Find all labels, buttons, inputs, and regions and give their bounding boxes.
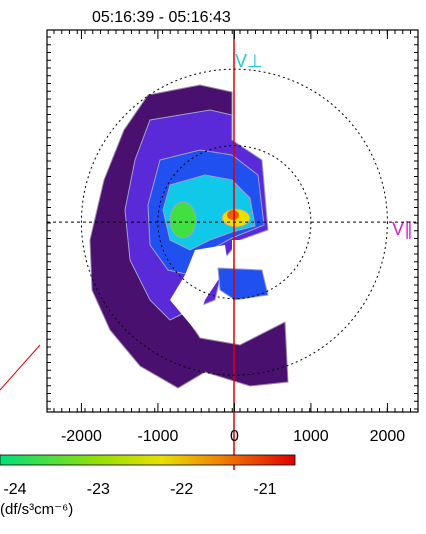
contour-gap bbox=[170, 245, 228, 330]
contour-gap-2 bbox=[232, 240, 268, 262]
colorbar-label: (df/s³cm⁻⁶) bbox=[0, 501, 73, 518]
reference-circle bbox=[157, 145, 312, 300]
x-tick-label: 1000 bbox=[293, 428, 329, 445]
colorbar bbox=[0, 454, 296, 466]
contour-green bbox=[169, 201, 197, 239]
x-tick-label: -1000 bbox=[137, 428, 178, 445]
colorbar-tick-label: -23 bbox=[87, 481, 110, 498]
v-perp-label: V⊥ bbox=[235, 51, 263, 71]
x-tick-label: 0 bbox=[230, 428, 239, 445]
contours bbox=[89, 84, 289, 389]
colorbar-tick-label: -21 bbox=[253, 481, 276, 498]
x-tick-label: 2000 bbox=[370, 428, 406, 445]
reference-circle bbox=[80, 68, 388, 376]
chart-title: 05:16:39 - 05:16:43 bbox=[92, 9, 231, 26]
colorbar-tick-label: -24 bbox=[3, 481, 26, 498]
x-tick-label: -2000 bbox=[61, 428, 102, 445]
contour-blue-low bbox=[217, 267, 269, 301]
colorbar-tick-label: -22 bbox=[170, 481, 193, 498]
contour-orange bbox=[227, 210, 239, 220]
v-par-label: V∥ bbox=[392, 219, 413, 239]
pointer-line bbox=[0, 344, 41, 391]
